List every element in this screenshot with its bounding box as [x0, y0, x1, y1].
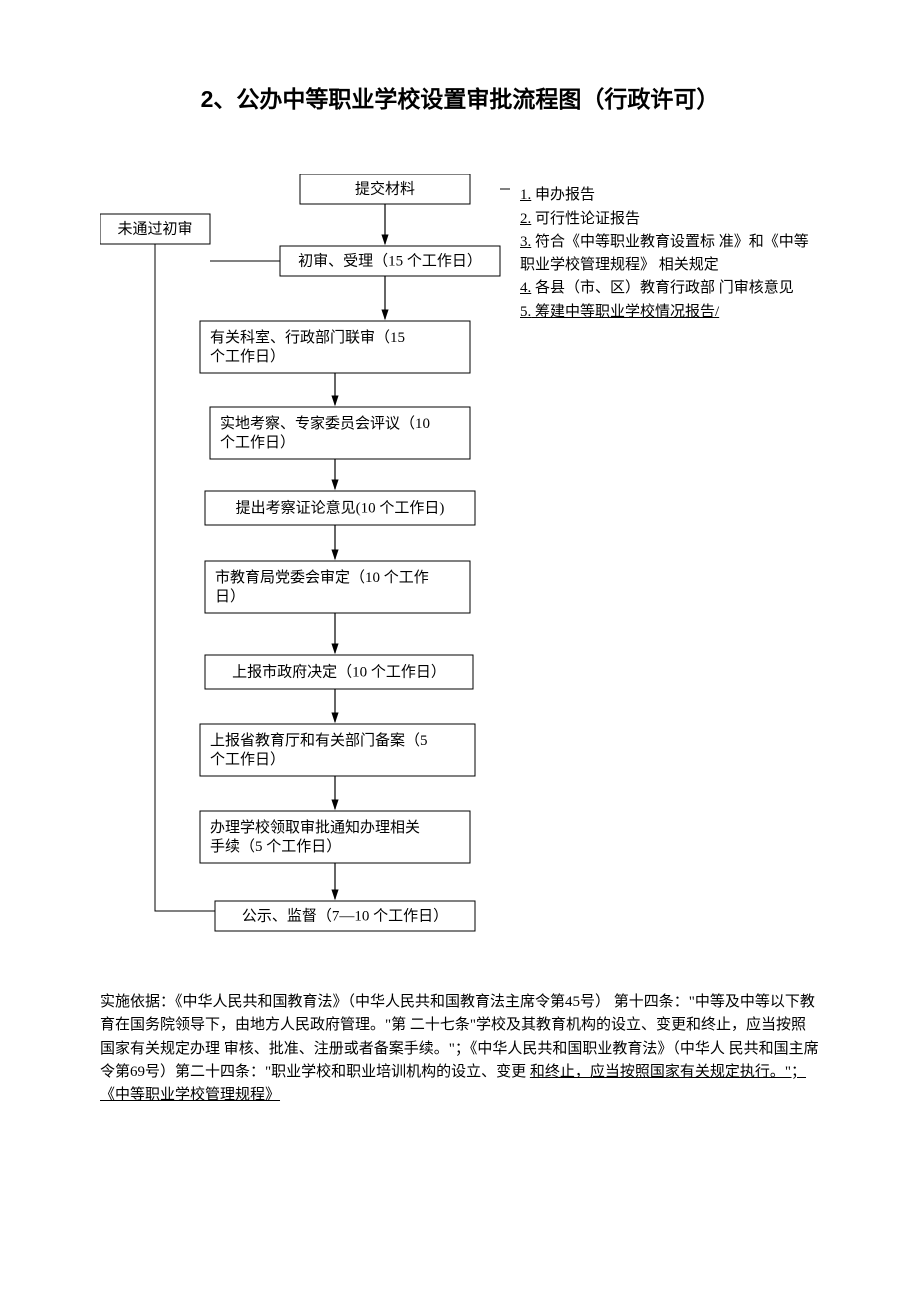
svg-text:个工作日）: 个工作日） [210, 348, 285, 365]
svg-text:实地考察、专家委员会评议（10: 实地考察、专家委员会评议（10 [220, 414, 430, 432]
svg-text:未通过初审: 未通过初审 [117, 221, 192, 238]
svg-text:个工作日）: 个工作日） [210, 751, 285, 768]
sidebar-item-2: 2. 可行性论证报告 [520, 208, 820, 231]
page-title: 2、公办中等职业学校设置审批流程图（行政许可） [100, 80, 820, 114]
sidebar-requirements-list: 1. 申办报告2. 可行性论证报告3. 符合《中等职业教育设置标 准》和《中等职… [520, 174, 820, 324]
svg-text:手续（5 个工作日）: 手续（5 个工作日） [210, 838, 341, 855]
sidebar-item-number: 5. [520, 304, 531, 320]
svg-text:初审、受理（15 个工作日）: 初审、受理（15 个工作日） [298, 253, 482, 270]
flowchart-container: 提交材料初审、受理（15 个工作日） 未通过初审 有关科室、行政部门联审（15 个工… [100, 174, 510, 969]
sidebar-item-number: 4. [520, 280, 531, 296]
flowchart-svg: 提交材料初审、受理（15 个工作日） 未通过初审 有关科室、行政部门联审（15 个工… [100, 174, 510, 964]
svg-text:上报省教育厅和有关部门备案（5: 上报省教育厅和有关部门备案（5 [210, 731, 428, 749]
sidebar-item-number: 1. [520, 187, 531, 203]
svg-text:有关科室、行政部门联审（15: 有关科室、行政部门联审（15 [210, 329, 405, 346]
svg-text:办理学校领取审批通知办理相关: 办理学校领取审批通知办理相关 [210, 819, 420, 836]
sidebar-item-text: 申办报告 [531, 187, 595, 203]
sidebar-item-text: 各县（市、区）教育行政部 门审核意见 [531, 280, 794, 296]
footer-text: 实施依据：《中华人民共和国教育法》（中华人民共和国教育法主席令第45号） 第十四… [100, 991, 820, 1107]
svg-text:市教育局党委会审定（10 个工作: 市教育局党委会审定（10 个工作 [215, 569, 429, 586]
svg-text:公示、监督（7—10 个工作日）: 公示、监督（7—10 个工作日） [242, 908, 448, 925]
svg-text:提交材料: 提交材料 [355, 180, 415, 198]
sidebar-item-text: 筹建中等职业学校情况报告/ [531, 304, 719, 320]
sidebar-item-number: 2. [520, 211, 531, 227]
sidebar-item-5: 5. 筹建中等职业学校情况报告/ [520, 301, 820, 324]
content-row: 提交材料初审、受理（15 个工作日） 未通过初审 有关科室、行政部门联审（15 个工… [100, 174, 820, 969]
sidebar-item-text: 符合《中等职业教育设置标 准》和《中等职业学校管理规程》 相关规定 [520, 234, 809, 273]
sidebar-item-text: 可行性论证报告 [531, 211, 640, 227]
sidebar-item-4: 4. 各县（市、区）教育行政部 门审核意见 [520, 277, 820, 300]
svg-text:日）: 日） [215, 588, 245, 605]
sidebar-item-3: 3. 符合《中等职业教育设置标 准》和《中等职业学校管理规程》 相关规定 [520, 231, 820, 276]
svg-text:个工作日）: 个工作日） [220, 434, 295, 451]
svg-text:提出考察证论意见(10 个工作日): 提出考察证论意见(10 个工作日) [236, 499, 445, 517]
svg-text:上报市政府决定（10 个工作日）: 上报市政府决定（10 个工作日） [232, 664, 446, 681]
sidebar-item-number: 3. [520, 234, 531, 250]
sidebar-item-1: 1. 申办报告 [520, 184, 820, 207]
